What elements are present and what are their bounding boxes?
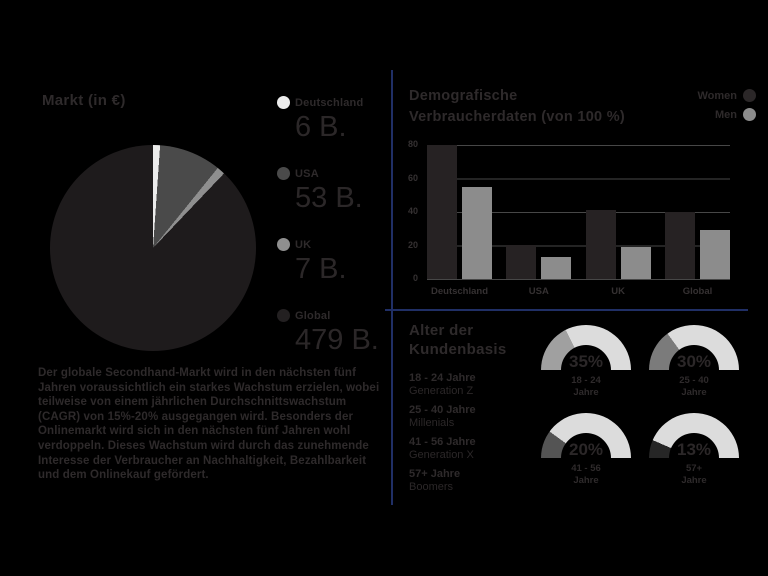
gauge-age-label: 25 - 40 Jahre — [679, 375, 709, 398]
bar-chart-y-axis: 0 20 40 60 80 — [394, 139, 422, 285]
women-swatch-icon — [743, 89, 756, 102]
age-section-title: Alter der Kundenbasis — [409, 321, 506, 359]
legend-row-women: Women — [650, 88, 756, 103]
gauge-percentage: 20% — [568, 440, 604, 458]
gauge-age-label: 41 - 56 Jahre — [571, 463, 601, 486]
age-generation-label: Millenials — [409, 417, 455, 429]
age-gauge-grid: 35% 18 - 24 Jahre 30% 25 - 40 Jahre 20% 41 - 56… — [541, 325, 739, 487]
bar-group-uk: UK — [585, 210, 651, 297]
age-list-item: 25 - 40 Jahre Millenials — [409, 404, 529, 430]
bar-group-usa: USA — [506, 245, 572, 297]
bar-group-deutschland: Deutschland — [427, 145, 492, 297]
legend-item-usa: USA 53 B. — [277, 167, 389, 215]
bar-chart-legend: Women Men — [650, 88, 756, 126]
age-gauge-1: 35% 18 - 24 Jahre — [541, 325, 631, 399]
legend-row-men: Men — [650, 107, 756, 122]
age-list-item: 41 - 56 Jahre Generation X — [409, 436, 529, 462]
bar-category-label: USA — [528, 286, 549, 297]
bar-category-label: UK — [611, 286, 626, 297]
bar-chart-plot-area: Deutschland USA UK Global — [427, 145, 730, 297]
bar-group-global: Global — [664, 212, 730, 297]
legend-value: 6 B. — [295, 111, 347, 143]
vertical-divider — [391, 70, 393, 505]
market-description-text: Der globale Secondhand-Markt wird in den… — [38, 367, 380, 482]
age-title-line1: Alter der — [409, 322, 474, 339]
legend-item-global: Global 479 B. — [277, 309, 389, 357]
y-axis-tick-label: 40 — [407, 206, 418, 216]
men-bar — [541, 257, 572, 279]
age-gauge-3: 20% 41 - 56 Jahre — [541, 413, 631, 487]
gauge-chart: 35% — [541, 325, 631, 370]
legend-label: Global — [295, 309, 331, 322]
age-list-item: 18 - 24 Jahre Generation Z — [409, 372, 529, 398]
age-generation-label: Generation Z — [409, 385, 474, 397]
gauge-chart: 20% — [541, 413, 631, 458]
gauge-percentage: 30% — [676, 352, 712, 370]
age-title-line2: Kundenbasis — [409, 341, 507, 358]
women-bar — [506, 245, 537, 279]
legend-label: Men — [715, 108, 737, 121]
legend-label: Women — [697, 89, 737, 102]
bar-category-label: Global — [682, 286, 713, 297]
demographics-title-line2: Verbraucherdaten (von 100 %) — [409, 109, 626, 125]
legend-item-deutschland: Deutschland 6 B. — [277, 96, 389, 144]
bar-category-label: Deutschland — [430, 286, 489, 297]
legend-value: 7 B. — [295, 253, 347, 285]
demographics-section-title: Demografische Verbraucherdaten (von 100 … — [409, 86, 625, 128]
men-bar — [462, 187, 492, 279]
market-section-title: Markt (in €) — [42, 92, 126, 109]
age-range-label: 18 - 24 Jahre — [409, 372, 476, 384]
demographics-title-line1: Demografische — [409, 88, 518, 104]
legend-value: 479 B. — [295, 324, 379, 356]
age-gauge-2: 30% 25 - 40 Jahre — [649, 325, 739, 399]
age-generation-label: Generation X — [409, 449, 474, 461]
gauge-percentage: 35% — [568, 352, 604, 370]
y-axis-tick-label: 80 — [407, 139, 418, 149]
men-bar — [620, 247, 651, 279]
women-bar — [664, 212, 695, 279]
y-axis-tick-label: 60 — [407, 173, 418, 183]
age-gauge-4: 13% 57+ Jahre — [649, 413, 739, 487]
global-swatch-icon — [277, 309, 290, 322]
gauge-chart: 13% — [649, 413, 739, 458]
horizontal-divider — [385, 309, 748, 311]
age-range-label: 25 - 40 Jahre — [409, 404, 476, 416]
uk-swatch-icon — [277, 238, 290, 251]
y-axis-tick-label: 0 — [412, 273, 418, 283]
men-bar — [699, 230, 730, 279]
market-legend: Deutschland 6 B. USA 53 B. UK 7 B. Globa… — [277, 96, 389, 380]
legend-value: 53 B. — [295, 182, 363, 214]
age-range-label: 41 - 56 Jahre — [409, 436, 476, 448]
men-swatch-icon — [743, 108, 756, 121]
gauge-age-label: 57+ Jahre — [681, 463, 707, 486]
usa-swatch-icon — [277, 167, 290, 180]
gauge-chart: 30% — [649, 325, 739, 370]
gauge-age-label: 18 - 24 Jahre — [571, 375, 601, 398]
y-axis-tick-label: 20 — [407, 240, 418, 250]
legend-label: USA — [295, 167, 319, 180]
women-bar — [585, 210, 616, 279]
age-range-label: 57+ Jahre — [409, 468, 461, 480]
age-group-list: 18 - 24 Jahre Generation Z 25 - 40 Jahre Mi… — [409, 372, 529, 500]
market-pie-chart — [50, 145, 256, 351]
women-bar — [427, 145, 457, 279]
legend-label: Deutschland — [295, 96, 364, 109]
legend-item-uk: UK 7 B. — [277, 238, 389, 286]
age-list-item: 57+ Jahre Boomers — [409, 468, 529, 494]
legend-label: UK — [295, 238, 312, 251]
gauge-percentage: 13% — [676, 440, 712, 458]
age-generation-label: Boomers — [409, 481, 454, 493]
deutschland-swatch-icon — [277, 96, 290, 109]
